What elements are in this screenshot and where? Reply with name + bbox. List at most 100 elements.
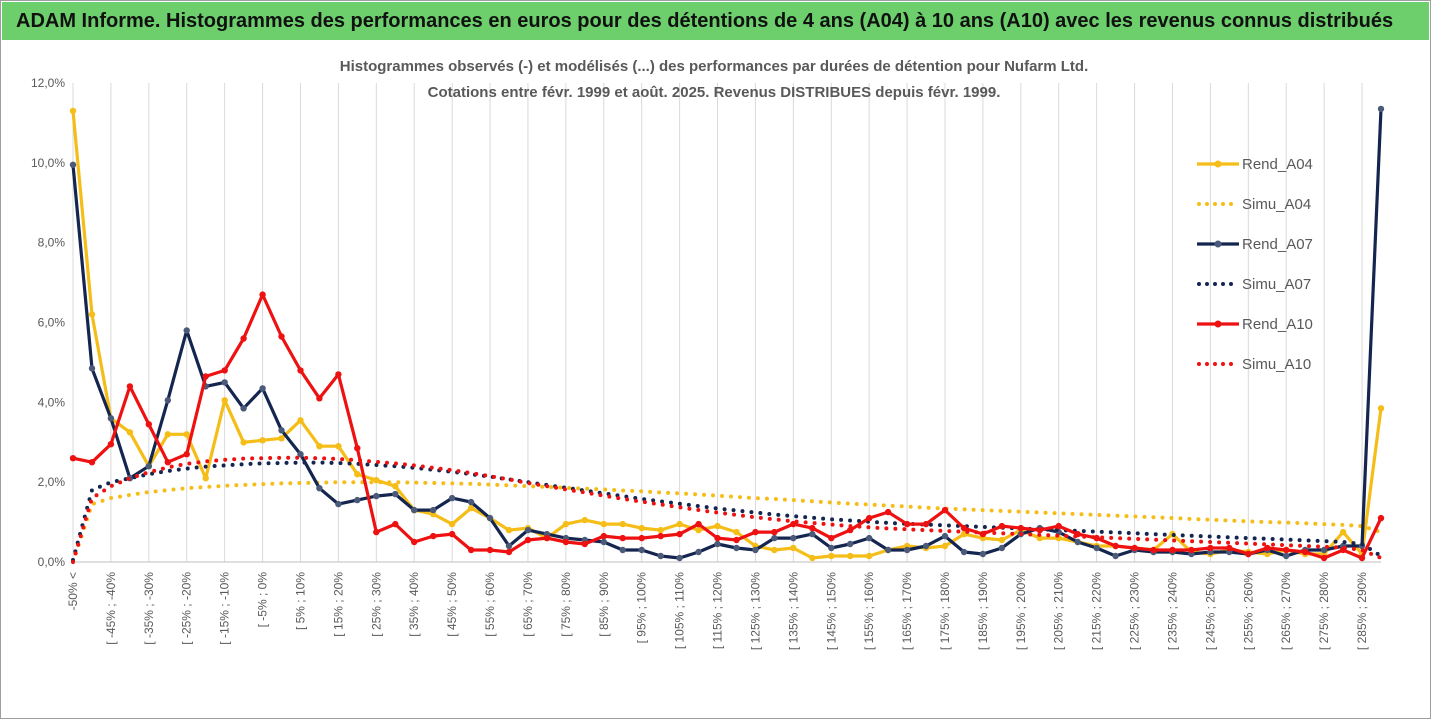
legend-marker xyxy=(1214,160,1222,168)
data-point xyxy=(1358,554,1366,562)
data-point xyxy=(467,546,475,554)
data-point xyxy=(524,526,532,534)
data-point xyxy=(619,534,626,542)
data-point xyxy=(1207,544,1214,552)
data-point xyxy=(638,546,645,554)
data-point xyxy=(638,524,645,532)
data-point xyxy=(941,542,949,550)
x-tick-label: [ 65% ; 70% xyxy=(521,572,535,637)
data-point xyxy=(657,526,664,534)
data-point xyxy=(809,524,816,532)
data-point xyxy=(676,554,683,562)
data-point xyxy=(998,536,1006,544)
data-point xyxy=(884,546,892,554)
series-Rend_A04 xyxy=(69,107,1385,562)
x-tick-label: [ -15% ; -10% xyxy=(218,572,232,645)
data-point xyxy=(145,463,152,470)
legend-label: Simu_A10 xyxy=(1242,356,1311,373)
data-point xyxy=(600,538,607,546)
data-point xyxy=(316,395,323,402)
data-point xyxy=(600,532,607,540)
x-tick-label: [ -25% ; -20% xyxy=(180,572,194,645)
series-line-Simu_A07 xyxy=(71,460,1383,562)
x-tick-label: [ 25% ; 30% xyxy=(369,572,383,637)
data-point xyxy=(1377,514,1385,522)
y-tick-label: 8,0% xyxy=(38,236,66,250)
data-point xyxy=(164,397,171,404)
data-point xyxy=(543,534,551,542)
x-tick-label: [ 35% ; 40% xyxy=(407,572,421,637)
data-point xyxy=(998,522,1006,530)
x-tick-label: [ 255% ; 260% xyxy=(1241,572,1255,650)
series-Simu_A07 xyxy=(71,460,1383,562)
data-point xyxy=(1112,542,1119,550)
data-point xyxy=(373,528,380,536)
x-tick-label: [ 275% ; 280% xyxy=(1317,572,1331,650)
data-point xyxy=(335,371,342,378)
data-point xyxy=(979,550,987,558)
x-tick-label: [ -5% ; 0% xyxy=(256,572,270,628)
data-point xyxy=(903,520,911,528)
data-point xyxy=(562,520,570,528)
y-tick-label: 12,0% xyxy=(31,76,65,90)
data-point xyxy=(884,508,892,516)
x-tick-label: [ 85% ; 90% xyxy=(597,572,611,637)
x-tick-label: [ 5% ; 10% xyxy=(293,572,307,630)
data-point xyxy=(847,526,854,534)
data-point xyxy=(1226,544,1233,552)
data-point xyxy=(619,520,626,528)
x-tick-label: [ 225% ; 230% xyxy=(1128,572,1142,650)
data-point xyxy=(316,485,323,492)
x-tick-label: [ 235% ; 240% xyxy=(1165,572,1179,650)
data-point xyxy=(847,540,854,548)
legend-label: Simu_A04 xyxy=(1242,196,1311,213)
data-point xyxy=(354,471,361,478)
data-point xyxy=(69,455,77,462)
x-tick-label: [ 175% ; 180% xyxy=(938,572,952,650)
data-point xyxy=(1320,554,1328,562)
data-point xyxy=(1131,544,1138,552)
data-point xyxy=(1377,105,1385,113)
chart-title: Histogrammes observés (-) et modélisés (… xyxy=(340,58,1089,101)
data-point xyxy=(69,161,77,168)
legend-marker xyxy=(1214,320,1222,328)
data-point xyxy=(88,311,96,318)
data-point xyxy=(411,538,418,546)
data-point xyxy=(259,437,266,444)
chart-area: 0,0% 2,0% 4,0% 6,0% 8,0% 10,0% 12,0% -50% < [ -… xyxy=(31,58,1385,650)
data-point xyxy=(1302,548,1309,556)
data-point xyxy=(562,538,570,546)
data-point xyxy=(733,528,740,536)
legend-item-Simu_A04: Simu_A04 xyxy=(1197,196,1311,213)
data-point xyxy=(126,383,134,390)
data-point xyxy=(354,496,361,504)
data-point xyxy=(373,477,380,484)
y-tick-label: 0,0% xyxy=(38,555,66,569)
data-point xyxy=(430,506,437,514)
y-tick-label: 6,0% xyxy=(38,316,66,330)
data-point xyxy=(1283,546,1290,554)
x-tick-label: [ 195% ; 200% xyxy=(1014,572,1028,650)
legend-label: Rend_A07 xyxy=(1242,236,1313,253)
data-point xyxy=(202,373,209,380)
data-point xyxy=(657,532,664,540)
x-tick-label: [ 145% ; 150% xyxy=(824,572,838,650)
data-point xyxy=(202,475,209,482)
series-line-Rend_A10 xyxy=(72,293,1383,560)
x-tick-label: [ 135% ; 140% xyxy=(786,572,800,650)
data-point xyxy=(448,520,456,528)
x-tick-label: [ -35% ; -30% xyxy=(142,572,156,645)
data-point xyxy=(1112,552,1119,560)
data-point xyxy=(922,542,930,550)
data-point xyxy=(714,534,721,542)
data-point xyxy=(107,415,115,422)
data-point xyxy=(1264,544,1271,552)
x-tick-label: [ 55% ; 60% xyxy=(483,572,497,637)
data-point xyxy=(1188,546,1195,554)
data-point xyxy=(240,439,247,446)
data-point xyxy=(809,530,816,538)
data-point xyxy=(941,532,949,540)
data-point xyxy=(1036,526,1044,534)
x-tick-label: [ 165% ; 170% xyxy=(900,572,914,650)
